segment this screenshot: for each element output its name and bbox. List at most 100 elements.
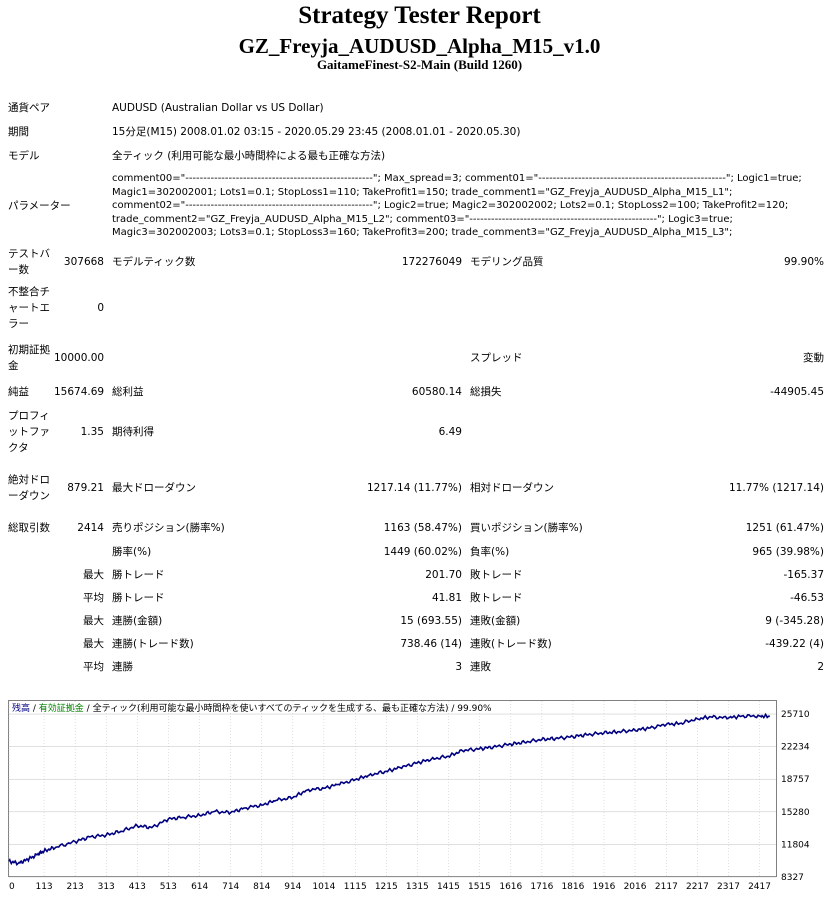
- balance-chart-svg: 残高 / 有効証拠金 / 全ティック(利用可能な最小時間枠を使いすべてのティック…: [8, 700, 810, 890]
- model-value: 全ティック (利用可能な最小時間枠による最も正確な方法): [112, 150, 386, 162]
- max-cons-label: 最大: [83, 614, 104, 627]
- test-bars-label: テストバー数: [8, 248, 50, 276]
- avg-win-label: 勝トレード: [112, 591, 165, 604]
- params-line: comment00="-----------------------------…: [112, 173, 802, 185]
- max-drawdown-value: 1217.14 (11.77%): [367, 482, 462, 494]
- y-tick-label: 8327: [781, 873, 804, 883]
- x-tick-label: 714: [222, 882, 239, 890]
- loss-rate-value: 965 (39.98%): [752, 545, 824, 558]
- mismatch-label: 不整合チャートエラー: [8, 286, 50, 330]
- long-positions-label: 買いポジション(勝率%): [470, 522, 583, 534]
- max-cons-profit-label: 連勝(トレード数): [112, 637, 194, 650]
- x-tick-label: 513: [160, 882, 177, 890]
- max-drawdown-label: 最大ドローダウン: [112, 482, 196, 494]
- plot-frame: [8, 700, 777, 877]
- gross-loss-value: -44905.45: [770, 386, 824, 398]
- legend-model: 全ティック(利用可能な最小時間枠を使いすべてのティックを生成する、最も正確な方法…: [93, 702, 449, 714]
- x-tick-label: 2317: [717, 882, 740, 890]
- rel-drawdown-label: 相対ドローダウン: [470, 482, 554, 494]
- x-tick-label: 1215: [375, 882, 398, 890]
- deposit-value: 10000.00: [54, 352, 105, 364]
- max-cons-win-value: 15 (693.55): [400, 614, 462, 627]
- long-positions-value: 1251 (61.47%): [745, 522, 824, 534]
- avg-loss-label: 敗トレード: [470, 591, 523, 604]
- largest-win-label: 勝トレード: [112, 568, 165, 581]
- quality-label: モデリング品質: [470, 256, 544, 268]
- legend-balance: 残高: [12, 702, 30, 714]
- x-tick-label: 413: [129, 882, 146, 890]
- x-tick-label: 1616: [499, 882, 522, 890]
- max-cons-loss-value: 9 (-345.28): [765, 614, 824, 627]
- x-tick-label: 814: [253, 882, 270, 890]
- gross-loss-label: 総損失: [470, 386, 502, 398]
- build-info: GaitameFinest-S2-Main (Build 1260): [316, 57, 523, 72]
- period-value: 15分足(M15) 2008.01.02 03:15 - 2020.05.29 …: [112, 126, 521, 138]
- gross-profit-value: 60580.14: [411, 386, 462, 398]
- pair-value: AUDUSD (Australian Dollar vs US Dollar): [112, 102, 324, 114]
- max-cons2-label: 最大: [83, 637, 104, 650]
- net-profit-label: 純益: [8, 386, 29, 398]
- expert-name: GZ_Freyja_AUDUSD_Alpha_M15_v1.0: [238, 34, 601, 58]
- ticks-value: 172276049: [401, 256, 462, 268]
- ticks-label: モデルティック数: [112, 256, 196, 268]
- avg-cons-win-label: 連勝: [112, 660, 133, 673]
- win-rate-value: 1449 (60.02%): [383, 545, 462, 558]
- y-tick-label: 15280: [781, 808, 810, 818]
- params-label: パラメーター: [8, 200, 71, 212]
- params-line: Magic1=302002001; Lots1=0.1; StopLoss1=1…: [112, 186, 733, 198]
- spread-label: スプレッド: [470, 352, 523, 364]
- win-rate-label: 勝率(%): [112, 545, 152, 558]
- y-tick-label: 25710: [781, 710, 810, 720]
- x-tick-label: 1515: [468, 882, 491, 890]
- y-tick-label: 11804: [781, 840, 810, 850]
- x-tick-label: 1415: [437, 882, 460, 890]
- balance-chart: 残高 / 有効証拠金 / 全ティック(利用可能な最小時間枠を使いすべてのティック…: [8, 700, 829, 890]
- total-trades-label: 総取引数: [8, 522, 50, 534]
- y-tick-label: 18757: [781, 775, 810, 785]
- expected-payoff-value: 6.49: [438, 426, 462, 438]
- max-cons-win-label: 連勝(金額): [112, 614, 163, 627]
- period-label: 期間: [8, 126, 29, 138]
- avg-cons-label: 平均: [83, 660, 104, 673]
- params-line: comment02="-----------------------------…: [112, 200, 789, 212]
- x-tick-label: 2016: [624, 882, 647, 890]
- params-line: trade_comment2="GZ_Freyja_AUDUSD_Alpha_M…: [112, 213, 733, 225]
- x-tick-label: 914: [284, 882, 301, 890]
- balance-series-line: [8, 712, 771, 867]
- loss-rate-label: 負率(%): [470, 545, 510, 558]
- profit-factor-label: プロフィットファクタ: [8, 410, 50, 454]
- abs-drawdown-value: 879.21: [67, 482, 104, 494]
- x-tick-label: 1014: [312, 882, 335, 890]
- report-title: Strategy Tester Report: [298, 2, 541, 29]
- rel-drawdown-value: 11.77% (1217.14): [729, 482, 824, 494]
- expected-payoff-label: 期待利得: [112, 426, 154, 438]
- gross-profit-label: 総利益: [112, 386, 144, 398]
- average-label: 平均: [83, 591, 104, 604]
- x-tick-label: 313: [98, 882, 115, 890]
- chart-legend: 残高 / 有効証拠金 / 全ティック(利用可能な最小時間枠を使いすべてのティック…: [12, 702, 492, 714]
- params-line: Magic3=302002003; Lots3=0.1; StopLoss3=1…: [112, 227, 733, 239]
- params-value: comment00="-----------------------------…: [112, 168, 824, 244]
- x-tick-label: 0: [9, 882, 15, 890]
- x-tick-label: 113: [35, 882, 52, 890]
- net-profit-value: 15674.69: [54, 386, 105, 398]
- x-tick-label: 2417: [748, 882, 771, 890]
- deposit-label: 初期証拠金: [8, 344, 50, 372]
- mismatch-value: 0: [97, 302, 104, 314]
- pair-label: 通貨ペア: [8, 102, 50, 114]
- largest-loss-label: 敗トレード: [470, 568, 523, 581]
- max-cons-lossamt-label: 連敗(トレード数): [470, 637, 552, 650]
- spread-value: 変動: [803, 352, 824, 364]
- abs-drawdown-label: 絶対ドローダウン: [8, 474, 50, 502]
- quality-value: 99.90%: [783, 256, 824, 268]
- avg-cons-loss-value: 2: [817, 660, 824, 673]
- legend-sep: /: [449, 704, 458, 714]
- x-tick-label: 1716: [530, 882, 553, 890]
- avg-cons-win-value: 3: [455, 660, 462, 673]
- test-bars-value: 307668: [63, 256, 104, 268]
- avg-cons-loss-label: 連敗: [470, 660, 491, 673]
- grid: [8, 701, 776, 878]
- avg-win-value: 41.81: [431, 591, 462, 604]
- x-tick-label: 2217: [686, 882, 709, 890]
- y-axis-ticks: 25710 22234 18757 15280 11804 8327: [781, 710, 810, 883]
